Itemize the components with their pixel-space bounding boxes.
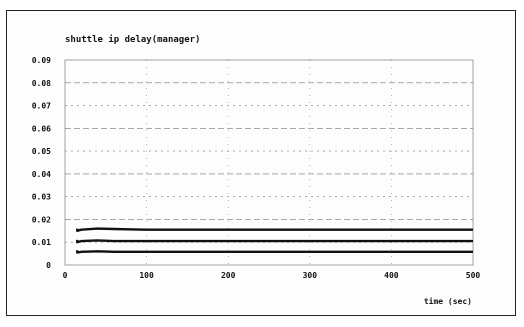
- x-tick-label: 300: [303, 271, 318, 280]
- x-tick-label: 200: [221, 271, 236, 280]
- y-tick-label: 0.05: [32, 147, 51, 156]
- y-tick-label: 0.03: [32, 193, 51, 202]
- y-tick-label: 0.07: [32, 102, 51, 111]
- x-axis-label: time (sec): [424, 296, 472, 306]
- series-line-3: [76, 250, 473, 254]
- y-tick-label: 0.06: [32, 124, 51, 133]
- y-tick-label: 0.01: [32, 238, 51, 247]
- y-tick-label: 0.08: [32, 79, 51, 88]
- x-tick-label: 500: [466, 271, 481, 280]
- plot-border: [64, 59, 474, 266]
- x-axis-ticks: 0 100 200 300 400 500: [63, 271, 481, 280]
- series-lines: [76, 227, 473, 254]
- series-line-1: [76, 227, 473, 232]
- chart-title: shuttle ip delay(manager): [65, 34, 200, 45]
- grid-lines: [65, 60, 473, 265]
- y-axis-ticks: 0 0.01 0.02 0.03 0.04 0.05 0.06 0.07 0.08 0.09: [32, 56, 51, 270]
- series-line-2: [76, 239, 473, 244]
- y-tick-label: 0: [46, 261, 51, 270]
- y-tick-label: 0.09: [32, 56, 51, 65]
- y-tick-label: 0.02: [32, 215, 51, 224]
- x-tick-label: 100: [139, 271, 154, 280]
- y-tick-label: 0.04: [32, 170, 51, 179]
- x-tick-label: 0: [63, 271, 68, 280]
- plot-area: [64, 59, 474, 266]
- x-tick-label: 400: [384, 271, 399, 280]
